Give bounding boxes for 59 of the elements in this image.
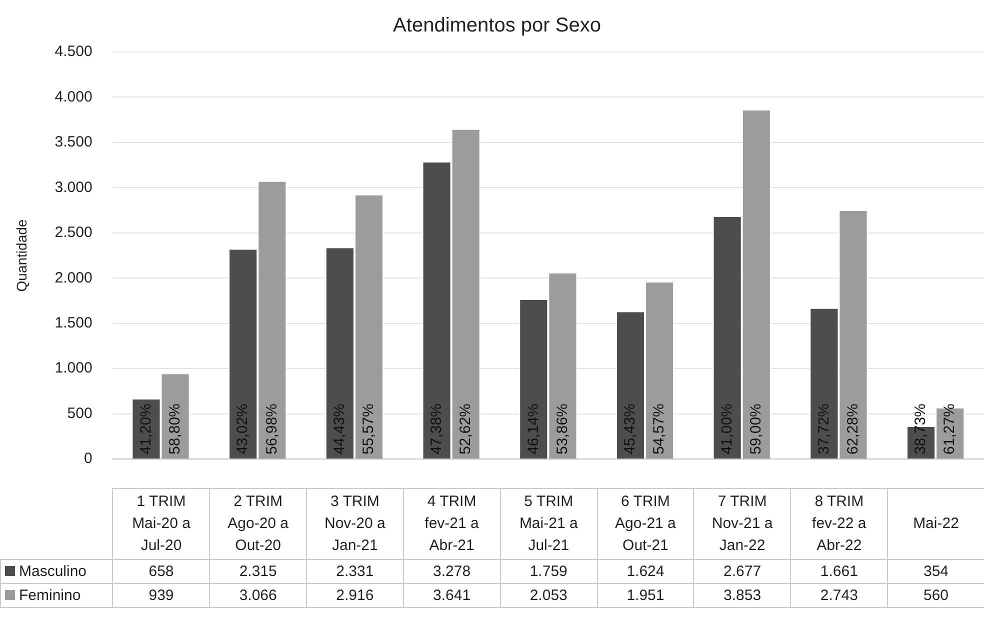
x-tick-label: 2 TRIM Ago-20 a Out-20 [210,488,307,560]
annotation: 61,27% [941,404,958,454]
chart-title: Atendimentos por Sexo [393,14,601,37]
data-label: 2.743 [790,584,888,608]
data-label: 2.331 [306,560,404,584]
x-tick-label: 5 TRIM Mai-21 a Jul-21 [500,488,598,560]
y-tick-label: 4.500 [54,43,92,60]
legend-label: Feminino [0,584,113,608]
data-label: 3.278 [403,560,500,584]
y-tick-label: 500 [67,404,92,422]
annotation: 53,86% [554,404,571,454]
data-label: 3.641 [403,584,500,608]
data-label: 1.759 [500,560,598,584]
annotation: 52,62% [456,404,474,454]
annotation: 59,00% [748,404,765,454]
data-label: 3.853 [694,584,791,608]
annotation: 41,20% [137,404,154,454]
x-tick-label: 4 TRIM fev-21 a Abr-21 [403,488,500,560]
y-tick-label: 0 [84,450,92,468]
annotation: 62,28% [844,404,862,454]
x-tick-label: 6 TRIM Ago-21 a Out-21 [597,488,694,560]
data-label: 560 [888,584,984,608]
annotation: 55,57% [360,404,378,454]
data-label: 1.624 [597,560,694,584]
y-tick-label: 3.500 [54,134,92,151]
y-tick-label: 3.000 [54,178,92,196]
data-label: 354 [888,560,984,584]
annotation: 56,98% [263,404,280,454]
annotation: 58,80% [166,404,184,454]
y-tick-label: 4.000 [54,88,92,106]
annotation: 37,72% [815,404,832,454]
x-tick-label: 1 TRIM Mai-20 a Jul-20 [112,488,210,560]
data-label: 2.053 [500,584,598,608]
data-label: 2.315 [210,560,307,584]
annotation: 43,02% [234,404,252,454]
data-label: 1.951 [597,584,694,608]
x-tick-label: 3 TRIM Nov-20 a Jan-21 [306,488,404,560]
data-label: 2.916 [306,584,404,608]
data-label: 1.661 [790,560,888,584]
annotation: 41,00% [718,404,736,454]
y-tick-label: 1.000 [54,360,92,377]
annotation: 45,43% [622,404,639,454]
y-tick-label: 2.000 [54,269,92,286]
data-label: 2.677 [694,560,791,584]
data-label: 3.066 [210,584,307,608]
annotation: 54,57% [650,404,668,454]
y-tick-label: 1.500 [54,314,92,332]
x-tick-label: Mai-22 [888,488,984,560]
annotation: 44,43% [331,404,348,454]
x-tick-label: 8 TRIM fev-22 a Abr-22 [790,488,888,560]
legend-label: Masculino [0,560,113,584]
annotation: 47,38% [428,404,445,454]
data-label: 939 [112,584,210,608]
annotation: 38,73% [912,404,930,454]
y-axis-title: Quantidade [13,219,30,292]
annotation: 46,14% [524,404,542,454]
data-label: 658 [112,560,210,584]
x-tick-label: 7 TRIM Nov-21 a Jan-22 [694,488,791,560]
y-tick-label: 2.500 [54,224,92,242]
